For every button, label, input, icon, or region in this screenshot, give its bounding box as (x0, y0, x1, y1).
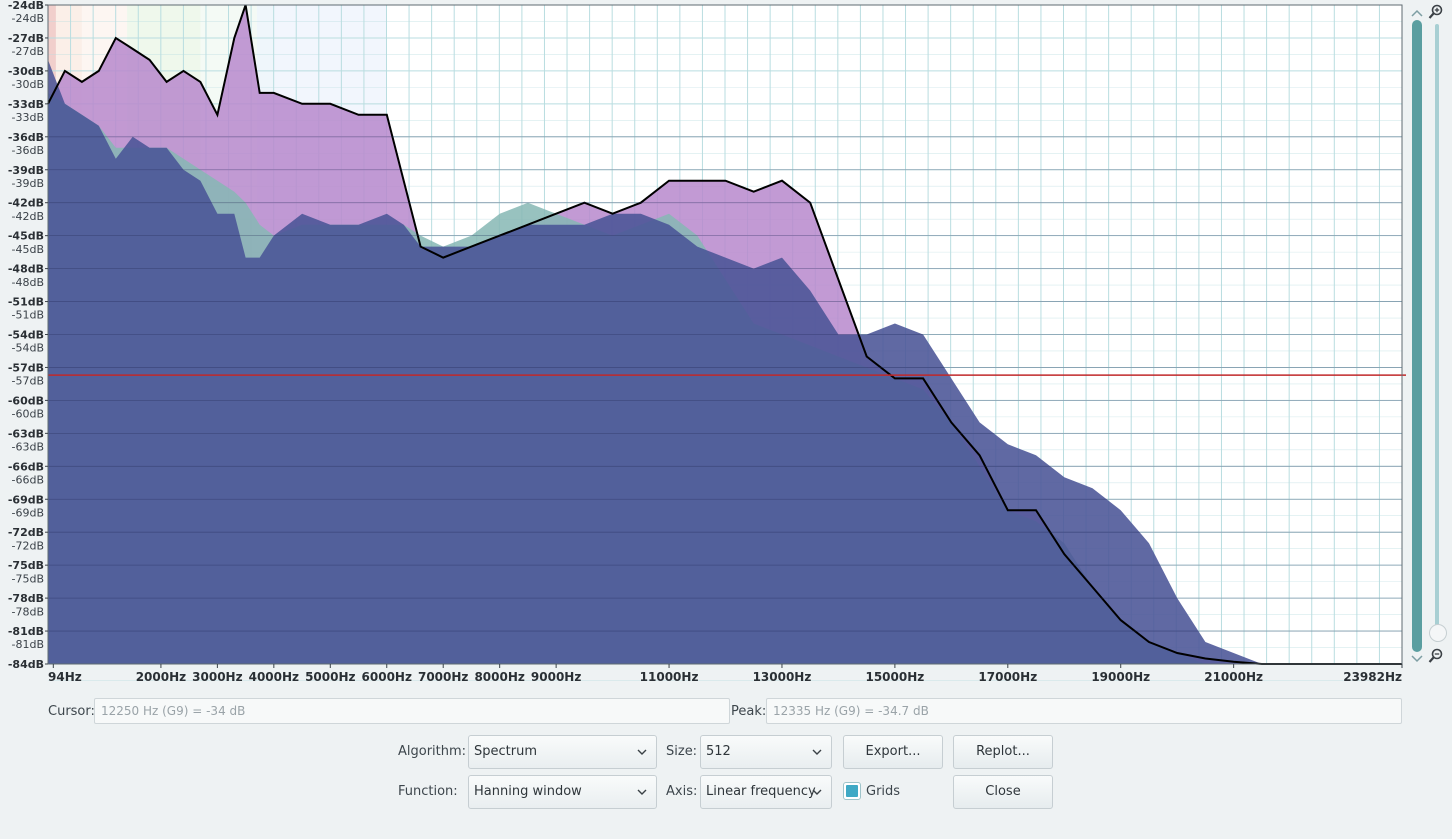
peak-readout-field[interactable]: 12335 Hz (G9) = -34.7 dB (766, 698, 1402, 724)
y-tick-label: -66dB (12, 473, 45, 486)
algorithm-label: Algorithm: (398, 744, 467, 759)
x-tick-label: 21000Hz (1204, 670, 1263, 684)
size-select[interactable]: 512 (700, 735, 832, 769)
y-tick-label: -45dB (8, 230, 44, 243)
algorithm-select-value: Spectrum (474, 744, 537, 759)
y-tick-label: -72dB (12, 539, 45, 552)
y-tick-label: -51dB (8, 296, 44, 309)
y-tick-label: -39dB (8, 164, 44, 177)
cursor-readout-field[interactable]: 12250 Hz (G9) = -34 dB (94, 698, 730, 724)
scroll-down-arrow-icon[interactable] (1411, 655, 1423, 663)
x-tick-label: 13000Hz (753, 670, 812, 684)
y-tick-label: -27dB (8, 32, 44, 45)
axis-label: Axis: (666, 784, 698, 799)
y-tick-label: -72dB (8, 526, 44, 539)
x-tick-label: 5000Hz (305, 670, 355, 684)
y-axis-labels: -24dB -27dB -30dB -33dB -36dB -39dB -42dB -45dB… (8, 0, 48, 671)
y-tick-label: -57dB (12, 375, 45, 388)
y-tick-label: -33dB (8, 98, 44, 111)
y-tick-label: -75dB (12, 572, 45, 585)
x-tick-label: 7000Hz (418, 670, 468, 684)
axis-select[interactable]: Linear frequency (700, 775, 832, 809)
peak-label: Peak: (731, 704, 767, 719)
function-label: Function: (398, 784, 458, 799)
y-tick-label: -63dB (8, 427, 44, 440)
x-tick-label: 8000Hz (474, 670, 524, 684)
y-tick-label: -51dB (12, 309, 45, 322)
y-tick-label: -60dB (12, 408, 45, 421)
y-tick-label: -84dB (8, 658, 44, 671)
y-tick-label: -48dB (8, 263, 44, 276)
grids-checkbox-mark (846, 785, 858, 797)
x-axis-labels: 94Hz 2000Hz 3000Hz 4000Hz 5000Hz 6000Hz 7000Hz… (48, 664, 1403, 684)
y-tick-label: -63dB (12, 441, 45, 454)
chevron-down-icon (812, 789, 822, 795)
close-button[interactable]: Close (953, 775, 1053, 809)
y-tick-label: -60dB (8, 394, 44, 407)
y-tick-label: -48dB (12, 276, 45, 289)
scroll-up-arrow-icon[interactable] (1411, 9, 1423, 17)
export-button[interactable]: Export... (843, 735, 943, 769)
y-tick-label: -45dB (12, 243, 45, 256)
y-tick-label: -69dB (8, 493, 44, 506)
y-tick-label: -57dB (8, 361, 44, 374)
y-tick-label: -54dB (8, 329, 44, 342)
spectrum-series-2-area (48, 59, 1402, 664)
x-tick-label: 2000Hz (136, 670, 186, 684)
y-tick-label: -75dB (8, 559, 44, 572)
y-tick-label: -78dB (12, 605, 45, 618)
y-tick-label: -81dB (12, 638, 45, 651)
size-select-value: 512 (706, 744, 731, 759)
chevron-down-icon (637, 749, 647, 755)
size-label: Size: (666, 744, 698, 759)
grids-label: Grids (866, 784, 901, 799)
x-tick-label: 3000Hz (192, 670, 242, 684)
y-tick-label: -69dB (12, 506, 45, 519)
scrollbar-thumb[interactable] (1412, 20, 1422, 652)
replot-button[interactable]: Replot... (953, 735, 1053, 769)
y-tick-label: -24dB (8, 0, 44, 12)
x-tick-label: 17000Hz (978, 670, 1037, 684)
function-select[interactable]: Hanning window (468, 775, 657, 809)
x-tick-label: 11000Hz (640, 670, 699, 684)
y-tick-label: -66dB (8, 460, 44, 473)
zoom-slider-track[interactable] (1435, 24, 1439, 642)
zoom-in-icon[interactable] (1428, 4, 1444, 20)
y-tick-label: -81dB (8, 625, 44, 638)
y-tick-label: -27dB (12, 45, 45, 58)
zoom-out-icon[interactable] (1428, 648, 1444, 664)
y-tick-label: -36dB (8, 131, 44, 144)
y-tick-label: -24dB (12, 12, 45, 25)
x-tick-label: 9000Hz (531, 670, 581, 684)
x-tick-label: 4000Hz (249, 670, 299, 684)
y-tick-label: -54dB (12, 342, 45, 355)
chevron-down-icon (637, 789, 647, 795)
y-tick-label: -30dB (12, 78, 45, 91)
chevron-down-icon (812, 749, 822, 755)
x-tick-label: 94Hz (48, 670, 82, 684)
vertical-scrollbar[interactable] (1406, 4, 1428, 668)
x-tick-label: 15000Hz (865, 670, 924, 684)
y-tick-label: -36dB (12, 144, 45, 157)
spectrum-plot[interactable]: -24dB -27dB -30dB -33dB -36dB -39dB -42dB -45dB… (0, 0, 1406, 690)
spectrum-series-1-line (47, 4, 1402, 665)
y-tick-label: -33dB (12, 111, 45, 124)
zoom-slider-handle[interactable] (1429, 624, 1447, 642)
y-tick-label: -30dB (8, 65, 44, 78)
x-tick-label: 6000Hz (362, 670, 412, 684)
x-tick-label: 19000Hz (1091, 670, 1150, 684)
y-tick-label: -78dB (8, 592, 44, 605)
x-tick-label: 23982Hz (1343, 670, 1402, 684)
y-tick-label: -42dB (8, 197, 44, 210)
grids-checkbox[interactable] (843, 782, 861, 800)
cursor-label: Cursor: (48, 704, 95, 719)
axis-select-value: Linear frequency (706, 784, 816, 799)
algorithm-select[interactable]: Spectrum (468, 735, 657, 769)
y-tick-label: -39dB (12, 177, 45, 190)
spectrum-plot-area[interactable]: -24dB -27dB -30dB -33dB -36dB -39dB -42dB -45dB… (0, 0, 1452, 690)
function-select-value: Hanning window (474, 784, 582, 799)
y-tick-label: -42dB (12, 210, 45, 223)
